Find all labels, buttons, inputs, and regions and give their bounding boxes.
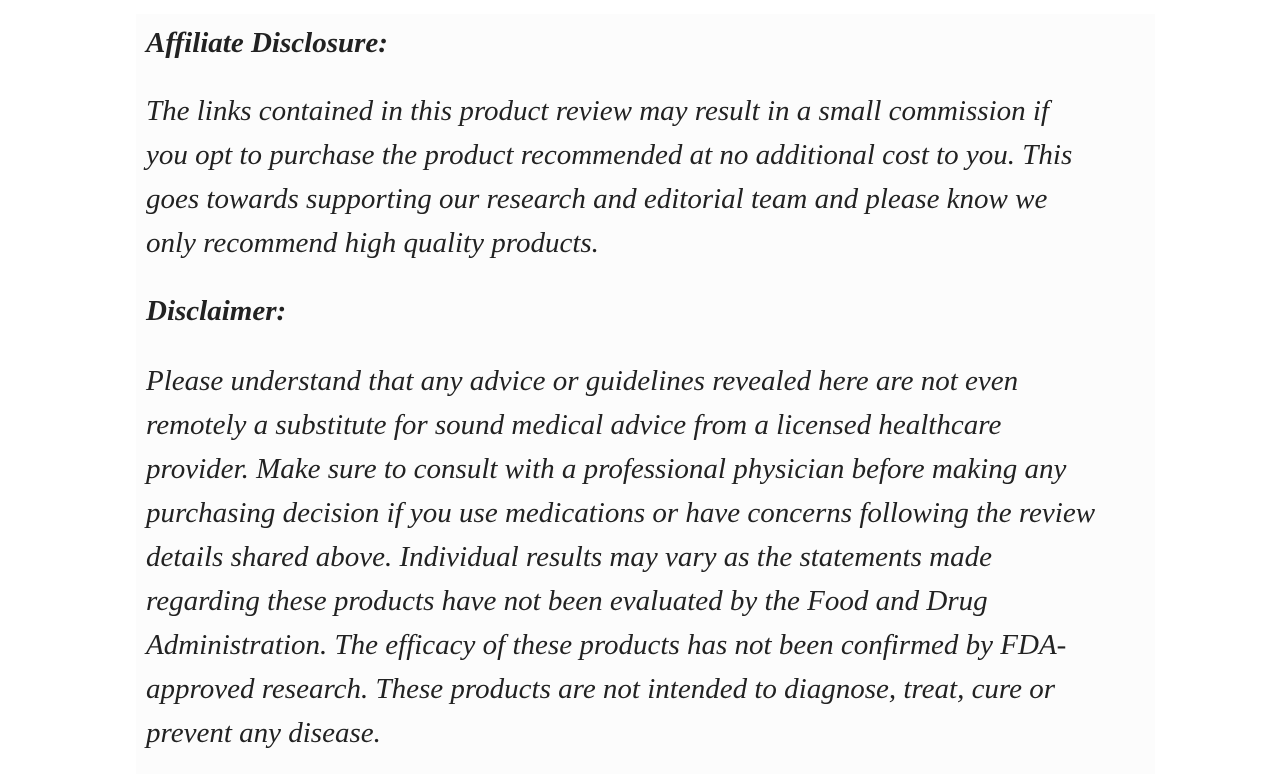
affiliate-disclosure-heading: Affiliate Disclosure: — [146, 27, 388, 59]
content-panel — [136, 14, 1155, 774]
disclaimer-text: Please understand that any advice or gui… — [146, 359, 1095, 755]
text-line: Please understand that any advice or gui… — [146, 365, 1019, 397]
text-line: approved research. These products are no… — [146, 673, 1056, 705]
text-line: remotely a substitute for sound medical … — [146, 409, 1002, 441]
text-line: only recommend high quality products. — [146, 227, 599, 259]
affiliate-disclosure-text: The links contained in this product revi… — [146, 89, 1072, 265]
text-line: regarding these products have not been e… — [146, 585, 988, 617]
disclaimer-heading: Disclaimer: — [146, 295, 287, 327]
text-line: you opt to purchase the product recommen… — [146, 139, 1073, 171]
text-line: prevent any disease. — [146, 717, 381, 749]
text-line: purchasing decision if you use medicatio… — [146, 497, 1096, 529]
text-line: goes towards supporting our research and… — [146, 183, 1048, 215]
text-line: Administration. The efficacy of these pr… — [146, 629, 1067, 661]
text-line: provider. Make sure to consult with a pr… — [146, 453, 1067, 485]
text-line: The links contained in this product revi… — [146, 95, 1049, 127]
text-line: details shared above. Individual results… — [146, 541, 992, 573]
